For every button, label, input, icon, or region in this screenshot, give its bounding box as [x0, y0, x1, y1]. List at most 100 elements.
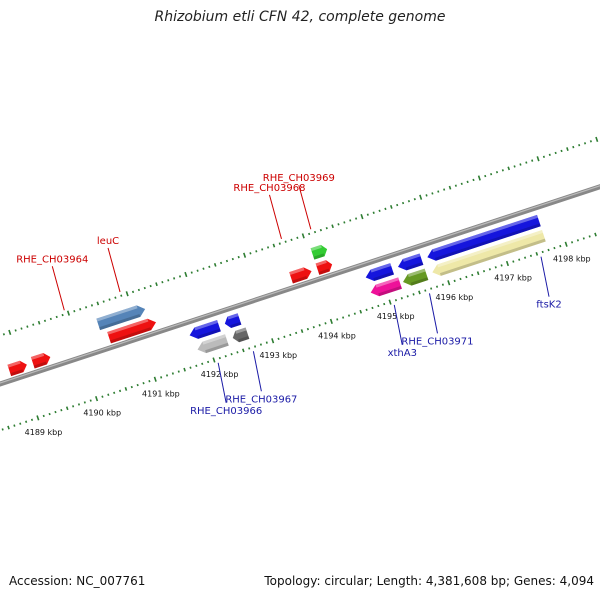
scale-label: 4191 kbp: [142, 389, 180, 398]
label-leader: [540, 256, 550, 297]
top-tick: [531, 159, 534, 162]
top-tick: [8, 329, 12, 336]
top-tick: [401, 201, 405, 205]
scale-label: 4198 kbp: [553, 254, 591, 263]
top-tick: [43, 319, 47, 323]
bottom-tick: [118, 389, 122, 393]
top-tick: [308, 232, 311, 236]
gene-arrow[interactable]: [369, 277, 402, 298]
top-tick: [108, 298, 111, 301]
gene-label[interactable]: RHE_CH03971: [401, 336, 473, 347]
bottom-tick: [289, 333, 292, 337]
gene-shine: [202, 334, 226, 345]
gene-arrow[interactable]: [430, 230, 546, 278]
bottom-tick: [259, 343, 263, 346]
bottom-tick: [48, 412, 51, 416]
gene-arrow[interactable]: [196, 334, 229, 355]
gene-arrow[interactable]: [30, 351, 52, 369]
label-leader: [428, 293, 438, 334]
gene-label[interactable]: ftsK2: [536, 300, 561, 311]
top-tick: [208, 265, 211, 268]
bottom-tick: [529, 254, 533, 257]
gene-arrow[interactable]: [188, 320, 221, 341]
bottom-tick: [441, 283, 444, 286]
top-tick: [477, 175, 481, 181]
top-tick: [384, 207, 387, 211]
gene-body: [107, 318, 157, 344]
scale-label: 4195 kbp: [377, 312, 415, 321]
bottom-tick: [160, 376, 163, 379]
bottom-tick: [359, 309, 363, 314]
top-tick: [507, 166, 511, 171]
gene-arrow[interactable]: [289, 265, 313, 284]
bottom-tick: [347, 314, 351, 317]
top-tick: [325, 226, 328, 230]
gene-label[interactable]: RHE_CH03969: [263, 173, 335, 184]
gene-label[interactable]: RHE_CH03968: [233, 183, 305, 194]
bottom-tick: [189, 366, 192, 369]
top-tick: [178, 275, 182, 278]
gene-arrow[interactable]: [107, 317, 158, 344]
top-tick: [343, 221, 346, 224]
bottom-tick: [72, 405, 75, 408]
bottom-tick: [535, 251, 539, 256]
gene-shade: [291, 275, 308, 284]
label-leader: [252, 351, 262, 392]
bottom-tick: [218, 356, 221, 360]
bottom-tick: [394, 298, 398, 302]
gene-arrow[interactable]: [401, 268, 429, 288]
bottom-tick: [30, 418, 34, 422]
top-tick: [243, 252, 247, 258]
gene-arrow[interactable]: [310, 243, 329, 260]
gene-label[interactable]: RHE_CH03964: [16, 254, 88, 265]
top-tick: [149, 284, 152, 288]
top-tick: [37, 320, 41, 325]
gene-arrow[interactable]: [315, 259, 334, 275]
gene-label[interactable]: RHE_CH03966: [190, 406, 262, 417]
bottom-tick: [418, 290, 421, 295]
scale-label: 4197 kbp: [494, 274, 532, 283]
bottom-tick: [488, 268, 491, 271]
gene-shade: [10, 369, 24, 377]
gene-label[interactable]: xthA3: [388, 348, 417, 359]
bottom-tick: [406, 295, 409, 298]
gene-arrow[interactable]: [231, 327, 250, 344]
bottom-tick: [142, 381, 145, 385]
gene-body: [315, 260, 333, 275]
bottom-tick: [77, 403, 81, 406]
bottom-tick: [113, 391, 116, 395]
bottom-tick: [153, 376, 157, 382]
bottom-tick: [471, 273, 474, 277]
scale-labels: 4189 kbp 4190 kbp 4191 kbp 4192 kbp 4193 kbp…: [25, 254, 591, 437]
bottom-tick: [101, 395, 104, 398]
gene-arrow[interactable]: [425, 214, 541, 263]
top-tick-track: [2, 136, 599, 336]
top-tick: [454, 184, 457, 187]
gene-label[interactable]: leuC: [97, 236, 119, 247]
bottom-tick: [500, 264, 503, 267]
gene-arrow[interactable]: [7, 359, 28, 377]
gene-arrow[interactable]: [223, 313, 242, 329]
bottom-tick: [342, 316, 345, 319]
gene-arrow[interactable]: [96, 303, 147, 331]
scale-label: 4193 kbp: [259, 351, 297, 360]
top-tick: [296, 236, 299, 240]
gene-shine: [402, 253, 421, 262]
top-tick: [225, 259, 229, 263]
gene-shine: [437, 230, 543, 268]
bottom-tick: [547, 248, 550, 252]
gene-shade: [33, 361, 47, 369]
gene-shade: [410, 277, 429, 286]
bottom-tick: [295, 331, 298, 335]
bottom-tick: [271, 338, 275, 344]
bottom-tick: [465, 275, 468, 279]
gene-body: [232, 327, 250, 343]
gene-shine: [315, 260, 327, 267]
gene-label[interactable]: RHE_CH03967: [225, 394, 297, 405]
gene-arrow[interactable]: [364, 263, 395, 283]
bottom-tick: [148, 380, 151, 383]
top-tick: [337, 223, 340, 226]
gene-arrow[interactable]: [396, 253, 424, 272]
bottom-tick: [7, 425, 10, 430]
bottom-tick: [265, 341, 268, 344]
